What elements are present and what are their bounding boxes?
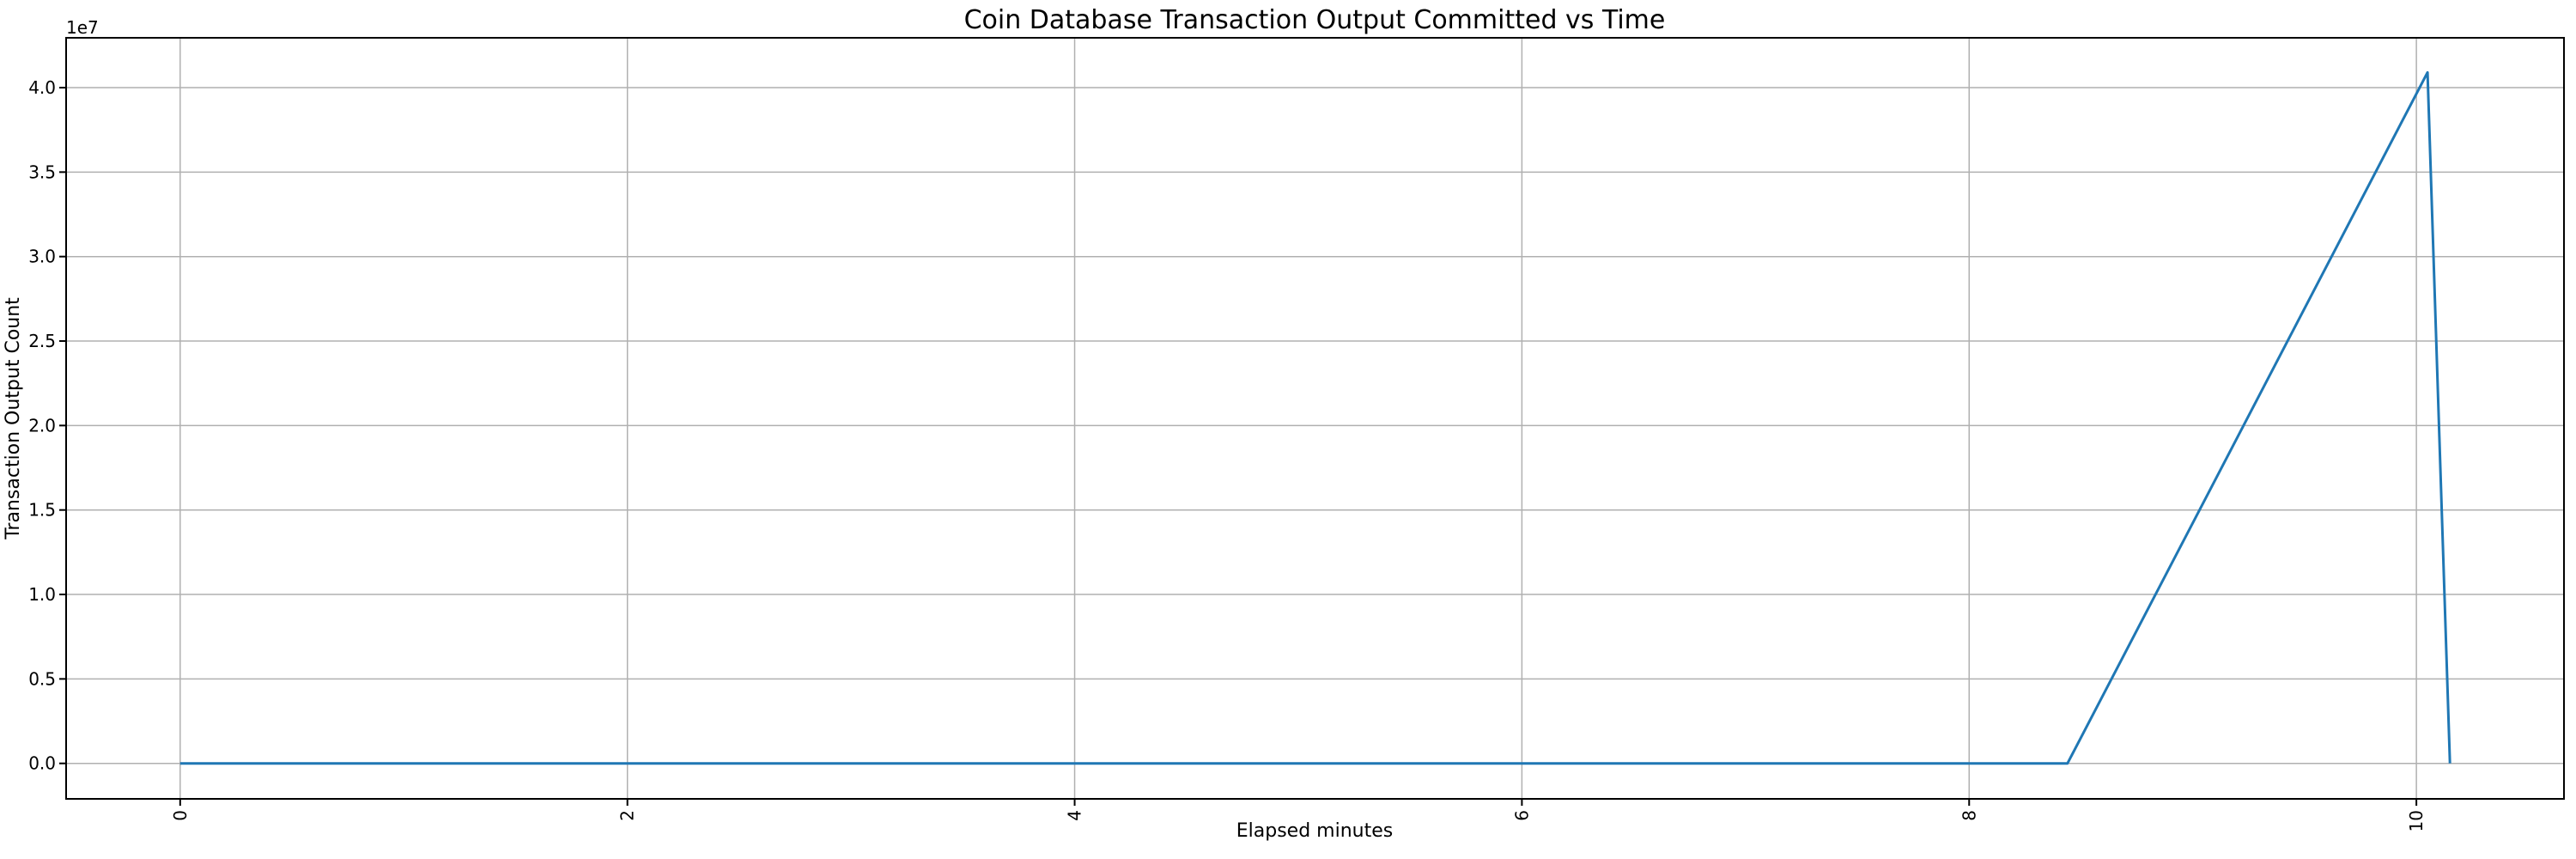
x-tick-label: 10 <box>2406 810 2427 832</box>
axis-ticks <box>59 87 2418 806</box>
chart-title: Coin Database Transaction Output Committ… <box>964 5 1666 35</box>
y-axis-label: Transaction Output Count <box>3 297 24 540</box>
data-series <box>179 70 2451 765</box>
y-tick-label: 4.0 <box>28 77 56 98</box>
x-tick-label: 8 <box>1959 810 1979 821</box>
y-tick-label: 2.0 <box>28 415 56 436</box>
tick-labels: 0 2 4 6 8 10 0.0 0.5 1.0 1.5 2.0 2.5 3.0 3.5 4.0 <box>28 77 2427 832</box>
gridlines <box>66 38 2564 799</box>
series-line-transaction-output-committed <box>179 70 2451 765</box>
x-tick-label: 4 <box>1065 810 1085 821</box>
x-tick-label: 2 <box>617 810 638 821</box>
x-tick-label: 6 <box>1511 810 1532 821</box>
y-tick-label: 1.5 <box>28 500 56 521</box>
y-tick-label: 3.5 <box>28 161 56 182</box>
y-tick-label: 3.0 <box>28 247 56 267</box>
plot-area-border <box>65 37 2565 800</box>
y-tick-label: 1.0 <box>28 584 56 605</box>
x-axis-label: Elapsed minutes <box>1236 820 1393 842</box>
x-tick-label: 0 <box>170 810 191 821</box>
y-axis-offset-text: 1e7 <box>66 17 99 38</box>
y-tick-label: 0.0 <box>28 753 56 774</box>
y-tick-label: 0.5 <box>28 668 56 689</box>
y-tick-label: 2.5 <box>28 331 56 351</box>
